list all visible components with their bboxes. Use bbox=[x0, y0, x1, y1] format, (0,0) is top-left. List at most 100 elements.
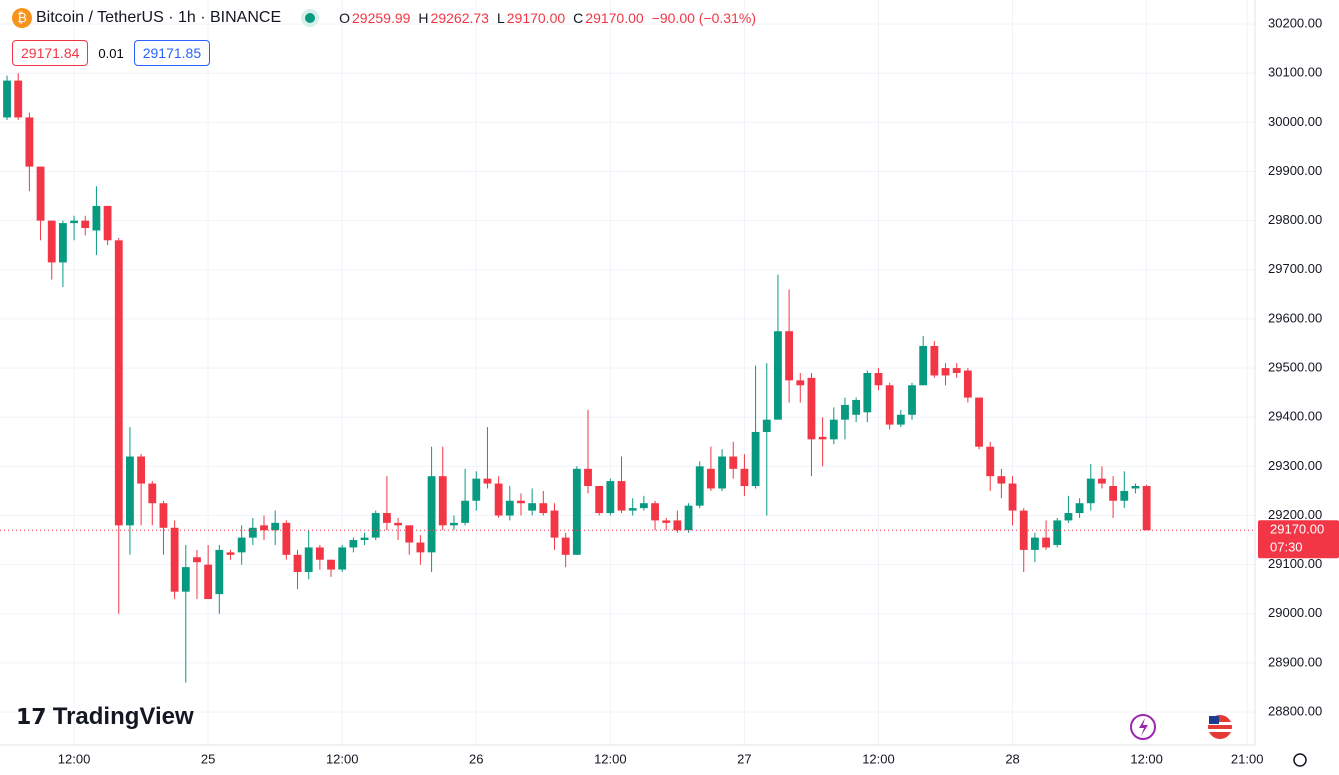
candle-body bbox=[159, 503, 168, 528]
candle-body bbox=[472, 478, 481, 501]
candle-body bbox=[25, 117, 34, 167]
candle-body bbox=[986, 446, 995, 477]
y-tick-label: 29400.00 bbox=[1268, 409, 1322, 424]
candle-body bbox=[617, 481, 626, 511]
y-tick-label: 29300.00 bbox=[1268, 458, 1322, 473]
candle-body bbox=[796, 380, 805, 386]
x-tick-label: 27 bbox=[737, 751, 751, 766]
candle-body bbox=[517, 500, 525, 504]
candle-body bbox=[740, 468, 749, 487]
candle-body bbox=[461, 500, 470, 523]
ohlc: O 29259.99 H 29262.73 L 29170.00 C 29170.00 … bbox=[339, 10, 762, 26]
candle-body bbox=[36, 166, 45, 221]
candle-body bbox=[416, 542, 425, 553]
candle-body bbox=[371, 513, 380, 538]
candle-body bbox=[148, 483, 157, 504]
candle-body bbox=[706, 468, 715, 489]
candle-body bbox=[170, 527, 179, 592]
candle-body bbox=[908, 385, 916, 415]
candle-body bbox=[215, 549, 224, 595]
candle-body bbox=[47, 220, 56, 263]
candle-body bbox=[751, 431, 760, 487]
quote: 29171.84 0.01 29171.85 bbox=[12, 40, 211, 66]
candle-body bbox=[673, 520, 682, 531]
y-tick-label: 29700.00 bbox=[1268, 261, 1322, 276]
x-tick-label: 12:00 bbox=[58, 751, 91, 766]
candle-body bbox=[639, 503, 648, 509]
y-tick-label: 30200.00 bbox=[1268, 16, 1322, 31]
candle-body bbox=[282, 522, 291, 555]
candle-body bbox=[550, 510, 559, 538]
ask[interactable]: 29171.85 bbox=[133, 40, 211, 66]
h-label: H bbox=[418, 10, 429, 26]
c-value: 29170.00 bbox=[585, 10, 644, 26]
candle-body bbox=[450, 522, 458, 526]
candle-body bbox=[181, 567, 190, 592]
candle-body bbox=[1098, 478, 1106, 484]
candle-body bbox=[204, 564, 213, 600]
candle-body bbox=[394, 522, 402, 526]
btc-icon: ₿ bbox=[12, 8, 32, 28]
candle-body bbox=[327, 559, 335, 570]
candle-body bbox=[405, 525, 414, 543]
candle-body bbox=[628, 508, 637, 511]
candle-body bbox=[1030, 537, 1039, 550]
y-tick-label: 29200.00 bbox=[1268, 507, 1322, 522]
candle-body bbox=[1075, 503, 1084, 514]
candle-body bbox=[349, 540, 358, 548]
candle-body bbox=[997, 476, 1006, 484]
y-tick-label: 30100.00 bbox=[1268, 65, 1322, 80]
candle-body bbox=[70, 220, 78, 224]
x-tick-label: 25 bbox=[201, 751, 215, 766]
symbol[interactable]: Bitcoin / TetherUS · 1h · BINANCE bbox=[36, 9, 282, 26]
candle-body bbox=[684, 505, 693, 531]
candle-body bbox=[1142, 486, 1151, 531]
candle-body bbox=[662, 520, 671, 523]
x-tick-label: 12:00 bbox=[326, 751, 359, 766]
y-tick-label: 29000.00 bbox=[1268, 605, 1322, 620]
candle-body bbox=[315, 547, 324, 560]
candle-body bbox=[3, 80, 11, 118]
candle-body bbox=[818, 436, 827, 440]
candle-body bbox=[561, 537, 570, 555]
y-tick-label: 28900.00 bbox=[1268, 654, 1322, 669]
candle-body bbox=[81, 220, 90, 229]
candle-body bbox=[963, 370, 972, 398]
bid[interactable]: 29171.84 bbox=[12, 40, 89, 66]
candle-body bbox=[1042, 537, 1050, 548]
x-tick-label: 26 bbox=[469, 751, 483, 766]
candle-body bbox=[505, 500, 514, 516]
candle-body bbox=[941, 368, 950, 376]
candle-body bbox=[885, 385, 894, 425]
candle-body bbox=[494, 483, 503, 516]
candle-body bbox=[695, 466, 704, 506]
candle-body bbox=[572, 468, 581, 555]
candle-body bbox=[651, 503, 659, 521]
header: ₿ Bitcoin / TetherUS · 1h · BINANCE O 292… bbox=[12, 8, 762, 28]
candle-body bbox=[427, 476, 436, 553]
candle-body bbox=[438, 476, 447, 526]
flag-stripe bbox=[1208, 729, 1232, 732]
y-tick-label: 29600.00 bbox=[1268, 310, 1322, 325]
candle-body bbox=[975, 397, 983, 447]
candle-body bbox=[92, 205, 101, 231]
logo: 𝟭𝟳 TradingView bbox=[16, 703, 194, 730]
settings-icon[interactable] bbox=[1293, 753, 1307, 767]
candle-body bbox=[785, 331, 794, 381]
o-value: 29259.99 bbox=[352, 10, 411, 26]
candle-body bbox=[483, 478, 492, 484]
o-label: O bbox=[339, 10, 351, 26]
y-tick-label: 29900.00 bbox=[1268, 163, 1322, 178]
candle-body bbox=[1131, 486, 1140, 489]
candle-body bbox=[807, 377, 816, 440]
candle-body bbox=[528, 503, 537, 511]
candle-body bbox=[137, 456, 146, 484]
candle-body bbox=[1109, 486, 1118, 501]
candle-body bbox=[248, 527, 257, 538]
flag-stripe bbox=[1208, 722, 1232, 725]
candle-body bbox=[829, 419, 838, 440]
candle-body bbox=[103, 205, 112, 241]
candle-body bbox=[293, 554, 302, 573]
y-tick-label: 29100.00 bbox=[1268, 556, 1322, 571]
